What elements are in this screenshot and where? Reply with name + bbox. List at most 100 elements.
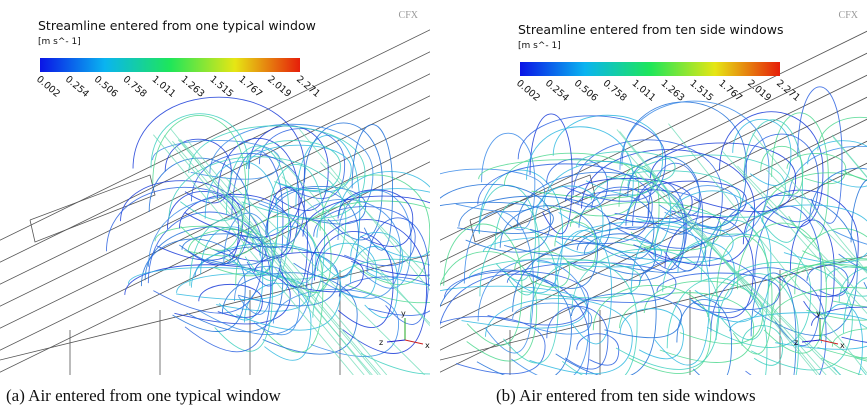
streamline (676, 185, 740, 231)
streamline (760, 146, 804, 196)
streamline (440, 201, 554, 234)
streamline (152, 115, 247, 251)
streamline (516, 171, 685, 281)
streamline (807, 140, 867, 188)
streamline (577, 188, 702, 219)
streamline (649, 142, 797, 213)
streamline (581, 149, 756, 266)
streamline (313, 206, 416, 267)
streamline (189, 217, 274, 352)
streamline (314, 231, 394, 328)
streamline (771, 257, 867, 375)
streamline (743, 133, 819, 223)
streamline (440, 251, 538, 362)
streamline (221, 272, 358, 355)
colorbar-tick-label: 1.515 (207, 74, 235, 100)
axis (819, 339, 839, 345)
axis (386, 339, 406, 343)
streamline (619, 308, 684, 360)
streamline (458, 195, 611, 257)
streamline (147, 211, 272, 353)
streamline (741, 325, 784, 366)
streamline (468, 258, 641, 299)
colorbar-tick-label: 2.271 (294, 74, 322, 100)
streamline (583, 233, 657, 275)
streamline (177, 139, 379, 375)
streamline (627, 156, 700, 235)
colorbar-tick-label: 2.019 (745, 78, 773, 104)
legend-title: Streamline entered from ten side windows (518, 22, 784, 37)
streamline (643, 280, 764, 345)
streamline (275, 185, 367, 225)
colorbar-tick-label: 1.011 (150, 74, 178, 100)
colorbar-tick-label: 0.506 (572, 78, 600, 104)
colorbar (40, 58, 300, 72)
colorbar-tick-label: 0.002 (34, 74, 62, 100)
streamline (831, 328, 867, 362)
streamline (762, 172, 867, 269)
streamline (662, 233, 812, 348)
colorbar-tick-label: 0.758 (601, 78, 629, 104)
streamline (850, 179, 867, 290)
streamline (272, 289, 400, 357)
axis (404, 339, 424, 345)
streamline (186, 139, 388, 375)
streamline (209, 123, 374, 222)
axis-label: z (794, 338, 798, 347)
streamline (514, 251, 571, 288)
streamline (132, 96, 305, 238)
colorbar-tick-label: 1.767 (236, 74, 264, 100)
streamline (529, 113, 573, 235)
streamline (478, 184, 536, 282)
streamline (302, 195, 430, 276)
streamline (676, 299, 733, 375)
streamline (140, 238, 246, 332)
colorbar-tick-label: 0.002 (514, 78, 542, 104)
streamline (529, 259, 638, 375)
streamline (482, 235, 663, 268)
streamline (737, 165, 867, 303)
streamline (619, 292, 755, 363)
axis-label: x (425, 341, 430, 350)
streamline (838, 267, 867, 329)
streamline (546, 306, 609, 370)
streamline (351, 124, 394, 251)
streamline (591, 186, 650, 230)
edge (0, 51, 430, 263)
edge (0, 29, 430, 241)
streamline (668, 123, 867, 374)
streamline (630, 222, 710, 366)
streamline (710, 267, 827, 375)
colorbar-tick-label: 1.767 (716, 78, 744, 104)
edge (440, 96, 867, 307)
axis (801, 339, 821, 343)
streamline (338, 276, 430, 316)
streamline (148, 196, 314, 335)
streamline (729, 312, 867, 350)
streamline (715, 273, 800, 375)
colorbar-tick-label: 2.271 (774, 78, 802, 104)
colorbar-tick-label: 1.011 (630, 78, 658, 104)
edge (0, 73, 430, 285)
wireframe (440, 30, 867, 375)
streamline (181, 233, 267, 266)
edge (469, 174, 596, 243)
streamline (440, 316, 546, 375)
streamline (512, 243, 657, 375)
streamline (721, 150, 867, 315)
streamline (809, 167, 867, 271)
streamline (664, 216, 754, 319)
colorbar-tick-label: 0.758 (121, 74, 149, 100)
logo: CFX (399, 10, 419, 21)
streamline (554, 221, 597, 271)
streamline (366, 217, 430, 325)
colorbar (520, 62, 780, 76)
streamline (743, 119, 803, 243)
streamline (463, 211, 534, 354)
streamline (543, 161, 671, 254)
edge (440, 162, 867, 373)
panel-b: Streamline entered from ten side windows… (440, 10, 867, 375)
colorbar-tick-label: 0.506 (92, 74, 120, 100)
streamline (571, 293, 682, 339)
